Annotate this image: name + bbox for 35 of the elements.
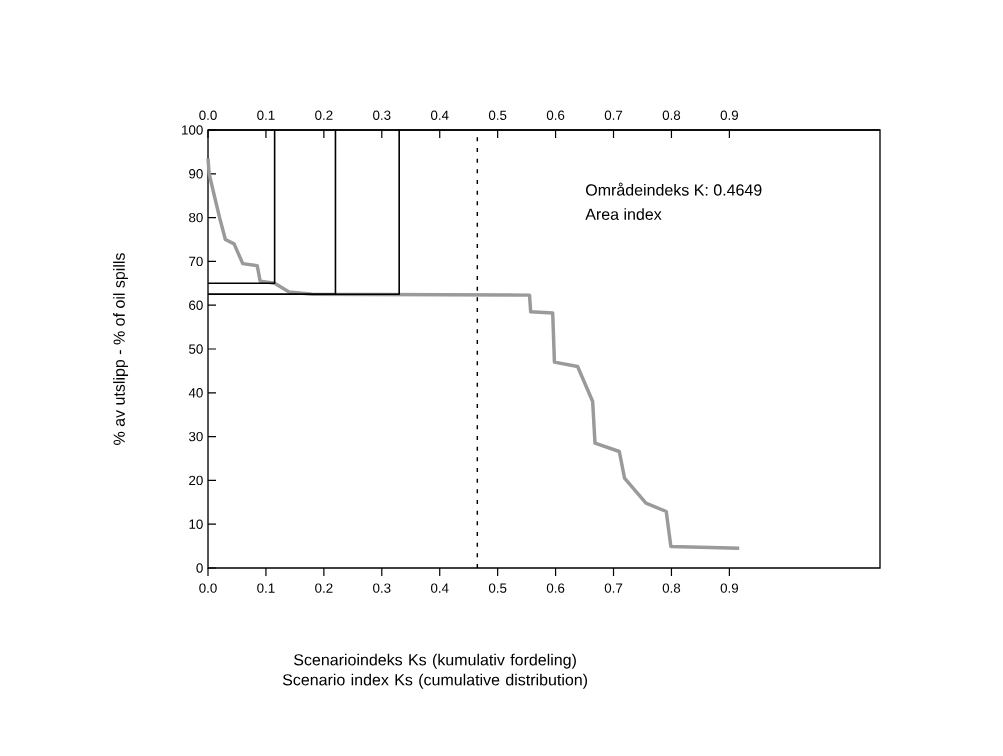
y-tick-label: 80: [189, 212, 203, 223]
y-tick-label: 100: [182, 125, 203, 135]
x-tick-label: 0.4: [430, 583, 449, 593]
y-tick-label: 60: [189, 300, 203, 310]
x-tick-label: 0.3: [373, 583, 391, 593]
x2-tick-label: 0.5: [488, 110, 507, 120]
annotation: Area index: [585, 208, 662, 220]
y-tick-label: 20: [189, 475, 203, 486]
x-axis-title: Scenarioindeks Ks (kumulativ fordeling) Scenario index Ks (cumulative distribution): [282, 653, 588, 689]
x2-tick-label: 0.3: [373, 110, 391, 120]
x2-tick-label: 0.7: [604, 110, 623, 120]
x2-tick-label: 0.6: [546, 110, 565, 120]
y-tick-label: 90: [189, 169, 203, 179]
y-axis-title: % av utslipp - % of oil spills: [113, 253, 129, 445]
y-tick-label: 10: [189, 519, 203, 529]
annotation: Områdeindeks K: 0.4649: [586, 182, 762, 196]
x-tick-label: 0.0: [199, 583, 217, 593]
x2-tick-label: 0.2: [315, 110, 333, 120]
y-tick-label: 50: [189, 344, 203, 354]
x2-tick-label: 0.0: [199, 110, 217, 120]
x-tick-label: 0.1: [257, 583, 275, 593]
x2-tick-label: 0.1: [257, 110, 275, 120]
x-tick-label: 0.7: [604, 583, 623, 593]
x-tick-label: 0.8: [662, 583, 681, 593]
y-tick-label: 30: [188, 431, 203, 442]
y-tick-label: 70: [189, 256, 203, 267]
x2-tick-label: 0.8: [662, 110, 681, 120]
x-tick-label: 0.2: [315, 583, 333, 593]
y-tick-label: 0: [196, 563, 203, 573]
x2-tick-label: 0.9: [720, 110, 739, 120]
x-tick-label: 0.5: [488, 583, 507, 593]
x-tick-label: 0.9: [720, 583, 739, 593]
x-tick-label: 0.6: [546, 583, 565, 593]
y-tick-label: 40: [188, 388, 203, 398]
x2-tick-label: 0.4: [430, 110, 449, 120]
